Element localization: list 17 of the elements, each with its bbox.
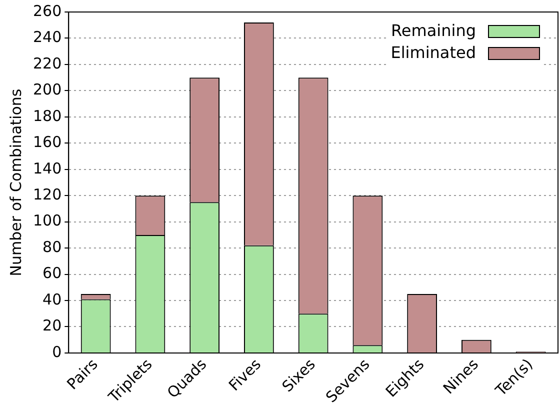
y-tick-label: 200 <box>32 80 62 99</box>
y-tick-label: 220 <box>32 54 62 72</box>
y-tick-label: 140 <box>32 159 62 178</box>
y-axis-title: Number of Combinations <box>6 88 25 276</box>
y-tick-label: 20 <box>42 316 62 335</box>
y-tick-label: 40 <box>42 290 62 308</box>
y-tick-label: 260 <box>32 2 62 20</box>
legend-label: Eliminated <box>390 43 476 62</box>
y-tick-label: 180 <box>32 106 62 125</box>
y-tick-label: 80 <box>42 238 62 256</box>
y-tick-label: 0 <box>52 342 62 361</box>
y-tick-label: 60 <box>42 264 62 282</box>
y-tick-label: 160 <box>32 133 62 152</box>
legend-label: Remaining <box>391 21 476 40</box>
y-tick-label: 240 <box>32 28 62 46</box>
y-tick-label: 120 <box>32 185 62 204</box>
y-tick-label: 100 <box>32 212 62 230</box>
